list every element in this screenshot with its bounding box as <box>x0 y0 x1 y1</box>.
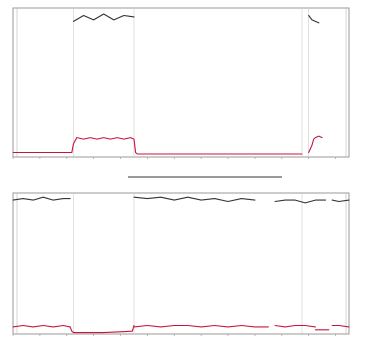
chart-bottom <box>12 192 350 336</box>
chart-top <box>12 7 350 159</box>
series-0-segment-1 <box>308 14 320 24</box>
series-1-segment-5 <box>331 324 350 328</box>
series-1-segment-3 <box>274 324 316 328</box>
series-1-segment-0 <box>12 324 71 328</box>
series-1-segment-2 <box>133 324 269 328</box>
series-0-segment-0 <box>12 196 71 201</box>
series-0-segment-1 <box>133 196 256 203</box>
plot-frame <box>12 192 350 335</box>
series-0-segment-3 <box>331 199 350 203</box>
series-0-segment-0 <box>72 13 135 22</box>
series-0-segment-2 <box>274 199 327 204</box>
series-1-segment-1 <box>69 324 135 334</box>
series-1-segment-0 <box>12 137 303 155</box>
plot-frame <box>12 7 350 158</box>
series-1-segment-1 <box>308 135 323 154</box>
